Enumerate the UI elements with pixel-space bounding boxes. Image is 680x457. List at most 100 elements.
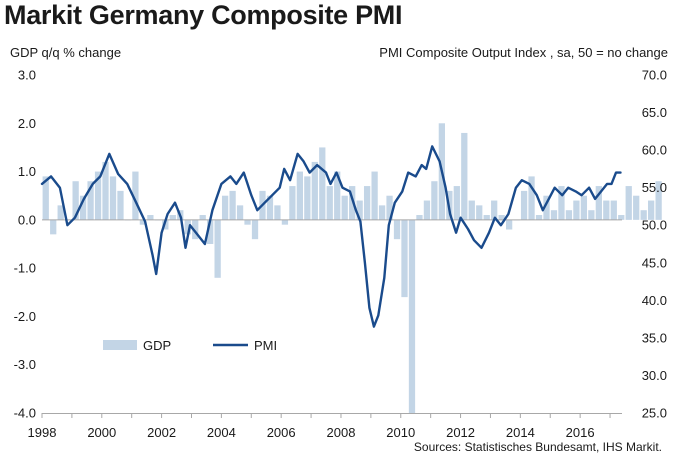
gdp-bar (296, 171, 303, 220)
gdp-bar (393, 219, 401, 240)
x-tick-label: 2012 (446, 425, 475, 440)
gdp-bar (349, 186, 356, 220)
gdp-bar (50, 219, 57, 235)
gdp-bar (573, 200, 580, 220)
gdp-bar (236, 205, 244, 220)
gdp-bar (102, 161, 109, 220)
gdp-bar (476, 205, 483, 220)
gdp-bar (289, 186, 296, 220)
gdp-bar (640, 210, 647, 220)
gdp-bar (386, 195, 393, 220)
gdp-bar (87, 181, 94, 220)
gdp-bar (326, 186, 333, 220)
gdp-bar (117, 190, 124, 220)
gdp-bar (625, 186, 632, 220)
right-tick-label: 40.0 (642, 293, 667, 308)
gdp-bar (416, 215, 423, 220)
gdp-bar (491, 200, 498, 220)
gdp-bar (371, 171, 378, 220)
gdp-bar (401, 219, 408, 298)
right-tick-label: 55.0 (642, 180, 667, 195)
gdp-bar (72, 181, 79, 220)
left-tick-label: 3.0 (18, 68, 36, 83)
source-note: Sources: Statistisches Bundesamt, IHS Ma… (413, 440, 662, 454)
gdp-bar (558, 186, 565, 220)
gdp-bar (550, 210, 558, 220)
gdp-bar (431, 181, 438, 220)
gdp-bar (461, 132, 468, 220)
right-axis-label: PMI Composite Output Index , sa, 50 = no… (379, 45, 668, 60)
x-tick-label: 2014 (506, 425, 535, 440)
left-axis-ticks: 3.0 2.0 1.0 0.0 -1.0 -2.0 -3.0 -4.0 (14, 68, 36, 421)
pmi-line-group (40, 145, 622, 328)
gdp-bar (648, 200, 655, 220)
gdp-bar (304, 176, 311, 220)
gdp-bar (266, 195, 274, 220)
gdp-bar (520, 190, 528, 220)
x-tick-label: 2010 (386, 425, 415, 440)
gdp-bar (423, 200, 431, 220)
legend-gdp-swatch (103, 340, 137, 350)
gdp-bar (655, 181, 662, 220)
gdp-bar (57, 205, 64, 220)
right-tick-label: 25.0 (642, 406, 667, 421)
gdp-bar (363, 186, 371, 220)
gdp-bar (274, 205, 281, 220)
gdp-bars (42, 123, 662, 413)
gdp-bar (311, 161, 318, 220)
x-axis: 1998 2000 2002 2004 2006 2008 2010 2012 2014 2016 (28, 413, 622, 440)
left-tick-label: -2.0 (14, 309, 36, 324)
gdp-bar (79, 195, 87, 220)
gdp-bar (535, 215, 543, 220)
legend-gdp-label: GDP (143, 338, 171, 353)
x-tick-label: 2006 (267, 425, 296, 440)
right-tick-label: 60.0 (642, 143, 667, 158)
gdp-bar (633, 195, 640, 220)
left-tick-label: 1.0 (18, 164, 36, 179)
x-tick-label: 2000 (87, 425, 116, 440)
gdp-bar (109, 176, 117, 220)
gdp-bar (565, 210, 573, 220)
gdp-bar (94, 171, 102, 220)
chart-title: Markit Germany Composite PMI (4, 0, 403, 30)
right-axis-ticks: 70.0 65.0 60.0 55.0 50.0 45.0 40.0 35.0 30.0 25.0 (642, 68, 667, 421)
gdp-bar (408, 219, 416, 413)
gdp-bar (147, 215, 154, 220)
gdp-bar (229, 190, 236, 220)
x-tick-label: 2004 (207, 425, 236, 440)
left-tick-label: -1.0 (14, 261, 36, 276)
legend-pmi-label: PMI (254, 338, 277, 353)
gdp-bar (132, 171, 139, 220)
x-tick-label: 2002 (147, 425, 176, 440)
gdp-bar (498, 215, 505, 220)
gdp-bar (543, 195, 550, 220)
left-tick-label: 0.0 (18, 212, 36, 227)
right-tick-label: 70.0 (642, 68, 667, 83)
gdp-bar (580, 195, 588, 220)
left-tick-label: 2.0 (18, 116, 36, 131)
gdp-bar (214, 219, 221, 278)
gdp-bar (251, 219, 259, 240)
left-tick-label: -4.0 (14, 406, 36, 421)
left-axis-label: GDP q/q % change (10, 45, 122, 60)
right-tick-label: 45.0 (642, 255, 667, 270)
gdp-bar (207, 219, 214, 244)
gdp-bar (334, 171, 341, 220)
right-tick-label: 30.0 (642, 368, 667, 383)
gdp-bar (506, 219, 513, 230)
right-tick-label: 50.0 (642, 218, 667, 233)
gdp-bar (610, 200, 617, 220)
gdp-bar (244, 219, 251, 225)
gdp-bar (356, 200, 363, 220)
x-tick-label: 2008 (327, 425, 356, 440)
gdp-bar (595, 186, 602, 220)
gdp-bar (528, 176, 535, 220)
legend: GDP PMI (103, 338, 277, 353)
gdp-bar (378, 205, 386, 220)
gdp-bar (603, 200, 610, 220)
gdp-bar (139, 219, 147, 225)
gdp-bar (199, 215, 206, 220)
gdp-bar (184, 219, 191, 235)
pmi-line (40, 145, 622, 328)
